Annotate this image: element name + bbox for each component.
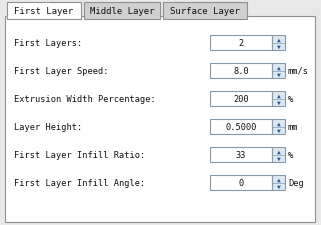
Text: 8.0: 8.0 <box>233 67 249 76</box>
Text: Extrusion Width Percentage:: Extrusion Width Percentage: <box>14 94 156 104</box>
Text: ▼: ▼ <box>277 156 280 161</box>
Text: Deg: Deg <box>288 178 304 187</box>
Text: mm/s: mm/s <box>288 67 309 76</box>
Text: First Layer Infill Angle:: First Layer Infill Angle: <box>14 178 145 187</box>
Bar <box>210 36 272 51</box>
Bar <box>210 119 272 134</box>
Bar <box>272 175 285 190</box>
Text: First Layers:: First Layers: <box>14 39 82 48</box>
Text: 0: 0 <box>239 178 244 187</box>
Text: %: % <box>288 94 293 104</box>
Text: ▲: ▲ <box>277 177 280 182</box>
Text: 33: 33 <box>236 150 246 159</box>
Bar <box>272 36 285 51</box>
Bar <box>272 92 285 106</box>
Bar <box>210 147 272 162</box>
Text: 200: 200 <box>233 94 249 104</box>
Bar <box>210 92 272 106</box>
Bar <box>7 3 81 20</box>
Text: ▼: ▼ <box>277 184 280 189</box>
Bar <box>272 119 285 134</box>
Text: ▲: ▲ <box>277 65 280 70</box>
Bar <box>163 3 247 20</box>
Text: ▼: ▼ <box>277 72 280 77</box>
Text: First Layer Speed:: First Layer Speed: <box>14 67 108 76</box>
Text: ▲: ▲ <box>277 149 280 154</box>
Text: ▼: ▼ <box>277 44 280 49</box>
Text: ▼: ▼ <box>277 100 280 105</box>
Text: 2: 2 <box>239 39 244 48</box>
Text: ▲: ▲ <box>277 93 280 98</box>
Text: Middle Layer: Middle Layer <box>90 7 154 16</box>
Text: Layer Height:: Layer Height: <box>14 122 82 131</box>
Bar <box>84 3 160 20</box>
Text: First Layer Infill Ratio:: First Layer Infill Ratio: <box>14 150 145 159</box>
Text: ▲: ▲ <box>277 121 280 126</box>
Text: Surface Layer: Surface Layer <box>170 7 240 16</box>
Bar <box>210 175 272 190</box>
Text: 0.5000: 0.5000 <box>225 122 257 131</box>
Text: ▲: ▲ <box>277 37 280 42</box>
Text: ▼: ▼ <box>277 128 280 133</box>
Text: mm: mm <box>288 122 299 131</box>
Text: First Layer: First Layer <box>14 7 74 16</box>
Bar <box>210 64 272 79</box>
Bar <box>272 147 285 162</box>
Bar <box>272 64 285 79</box>
Text: %: % <box>288 150 293 159</box>
